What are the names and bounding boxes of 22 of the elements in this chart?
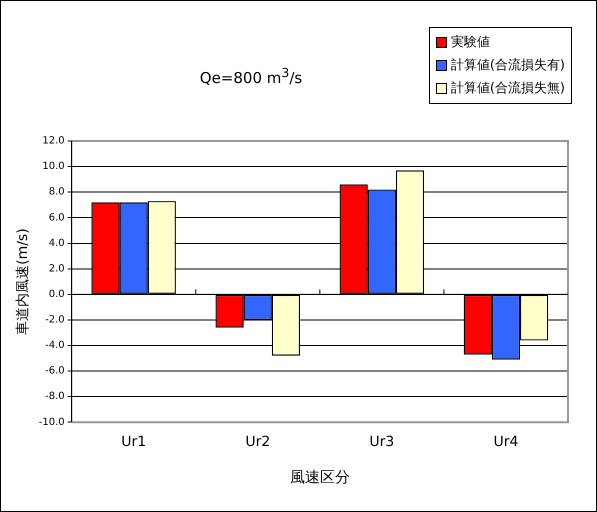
y-tick-label: 4.0 <box>48 238 65 249</box>
legend-label: 計算値(合流損失無) <box>450 81 565 96</box>
y-tick-label: -10.0 <box>38 416 65 428</box>
y-tick-label: -2.0 <box>45 314 65 326</box>
chart-title: Qe=800 m$^{3}$/s <box>198 65 304 87</box>
y-tick-label: 8.0 <box>48 186 65 198</box>
y-tick-label: 10.0 <box>42 161 65 172</box>
y-axis-title: 車道内風速(m/s) <box>15 228 32 335</box>
legend-label: 計算値(合流損失有) <box>450 58 565 73</box>
y-tick-label: 12.0 <box>42 136 65 147</box>
y-tick-label: 0.0 <box>48 288 65 300</box>
y-tick-label: -6.0 <box>45 366 65 377</box>
x-tick-label: Ur1 <box>121 434 146 450</box>
y-tick-label: 6.0 <box>48 212 65 224</box>
x-tick-label: Ur4 <box>494 434 518 450</box>
x-axis-title: 風速区分 <box>290 468 350 486</box>
legend-label: 実験値 <box>450 35 490 50</box>
y-tick-label: -8.0 <box>45 391 65 402</box>
y-tick-label: -4.0 <box>45 340 65 352</box>
y-tick-label: 2.0 <box>48 263 65 274</box>
x-tick-label: Ur2 <box>245 434 270 450</box>
x-tick-label: Ur3 <box>369 434 394 450</box>
